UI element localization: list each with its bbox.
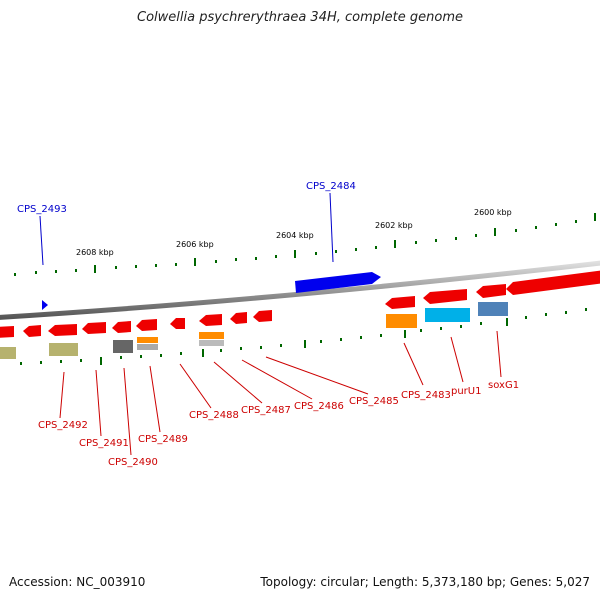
forward-genes[interactable] bbox=[42, 272, 381, 310]
gene-box bbox=[199, 340, 224, 346]
gene-arrow bbox=[0, 326, 14, 338]
gene-label-cps-2486[interactable]: CPS_2486 bbox=[294, 401, 344, 412]
ruler-label: 2606 kbp bbox=[176, 240, 214, 249]
gene-arrow bbox=[136, 319, 157, 331]
reverse-genes[interactable] bbox=[0, 270, 600, 359]
gene-arrow bbox=[230, 312, 247, 324]
gene-arrow bbox=[23, 325, 41, 337]
gene-arrow bbox=[48, 324, 77, 336]
gene-label-puru1[interactable]: purU1 bbox=[451, 386, 481, 397]
gene-arrow bbox=[112, 321, 131, 333]
outer-ruler-track bbox=[14, 213, 596, 276]
gene-label-cps-2483[interactable]: CPS_2483 bbox=[401, 390, 451, 401]
gene-arrow bbox=[506, 270, 600, 295]
ruler-labels: 2608 kbp 2606 kbp 2604 kbp 2602 kbp 2600… bbox=[76, 208, 512, 257]
gene-box bbox=[386, 314, 417, 328]
gene-label-cps-2485[interactable]: CPS_2485 bbox=[349, 396, 399, 407]
gene-label-cps-2488[interactable]: CPS_2488 bbox=[189, 410, 239, 421]
forward-labels: CPS_2493 CPS_2484 bbox=[17, 181, 356, 215]
genome-backbone bbox=[0, 260, 600, 320]
reverse-leaders bbox=[59, 330, 502, 456]
inner-ruler-track bbox=[20, 308, 587, 365]
gene-cps-2493 bbox=[42, 300, 48, 310]
gene-box bbox=[199, 332, 224, 339]
gene-arrow bbox=[476, 284, 506, 298]
ruler-label: 2600 kbp bbox=[474, 208, 512, 217]
gene-arrow bbox=[253, 310, 272, 322]
gene-label-soxg1[interactable]: soxG1 bbox=[488, 380, 519, 391]
gene-box bbox=[425, 308, 470, 322]
reverse-labels: CPS_2492 CPS_2491 CPS_2490 CPS_2489 CPS_… bbox=[38, 380, 519, 468]
gene-label-cps-2490[interactable]: CPS_2490 bbox=[108, 457, 158, 468]
gene-box bbox=[137, 337, 158, 343]
gene-arrow bbox=[170, 318, 185, 329]
gene-label-cps-2487[interactable]: CPS_2487 bbox=[241, 405, 291, 416]
genome-stats: Topology: circular; Length: 5,373,180 bp… bbox=[260, 575, 590, 589]
gene-box bbox=[49, 343, 78, 356]
ruler-label: 2604 kbp bbox=[276, 231, 314, 240]
gene-label-cps-2491[interactable]: CPS_2491 bbox=[79, 438, 129, 449]
forward-leaders bbox=[39, 192, 334, 266]
gene-label-cps-2484[interactable]: CPS_2484 bbox=[306, 181, 356, 192]
gene-label-cps-2489[interactable]: CPS_2489 bbox=[138, 434, 188, 445]
gene-arrow bbox=[82, 322, 106, 334]
gene-box bbox=[137, 344, 158, 350]
ruler-label: 2608 kbp bbox=[76, 248, 114, 257]
accession-label: Accession: NC_003910 bbox=[9, 575, 146, 589]
gene-arrow bbox=[385, 296, 415, 309]
gene-arrow bbox=[199, 314, 222, 326]
gene-cps-2484 bbox=[295, 272, 381, 293]
gene-arrow bbox=[423, 289, 467, 304]
gene-box bbox=[113, 340, 133, 353]
ruler-label: 2602 kbp bbox=[375, 221, 413, 230]
gene-label-cps-2493[interactable]: CPS_2493 bbox=[17, 204, 67, 215]
gene-box bbox=[478, 302, 508, 316]
map-title: Colwellia psychrerythraea 34H, complete … bbox=[137, 10, 463, 25]
gene-box bbox=[0, 347, 16, 359]
gene-label-cps-2492[interactable]: CPS_2492 bbox=[38, 420, 88, 431]
